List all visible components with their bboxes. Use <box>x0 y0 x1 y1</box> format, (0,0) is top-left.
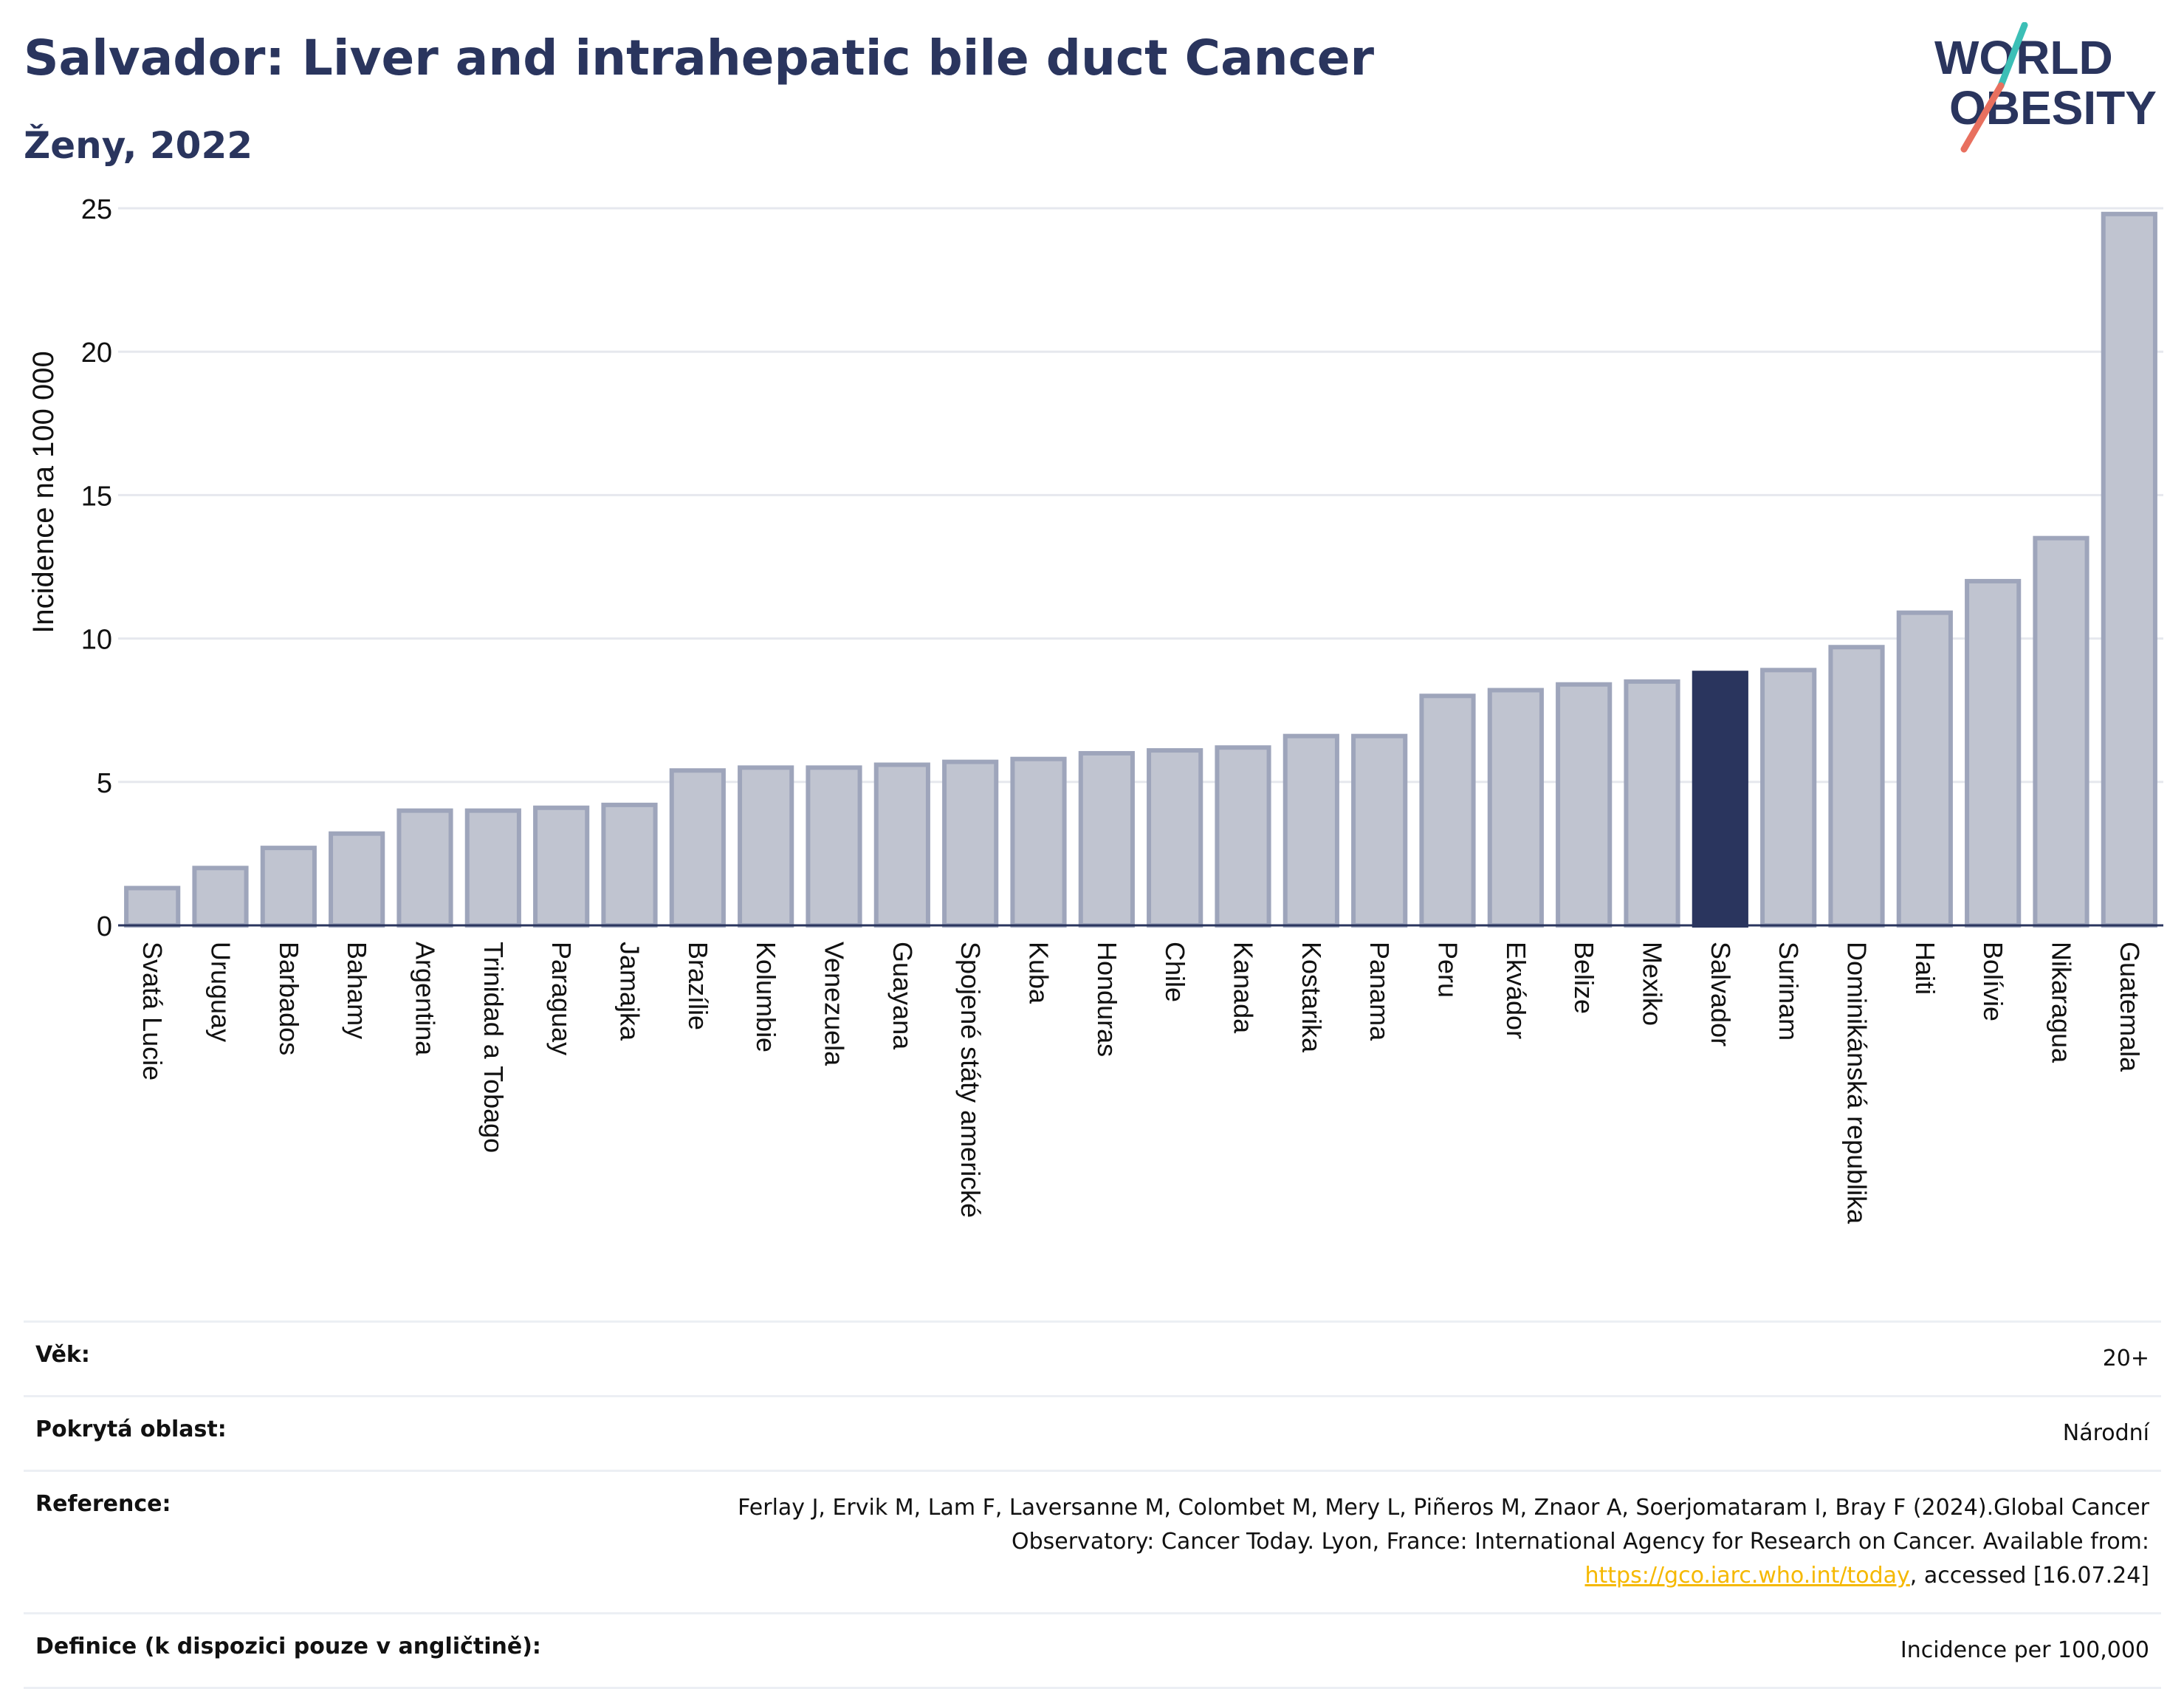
x-tick-label: Kolumbie <box>751 942 781 1052</box>
x-tick-label: Ekvádor <box>1501 942 1531 1039</box>
reference-link[interactable]: https://gco.iarc.who.int/today <box>1584 1563 1910 1589</box>
bar-dominik-nsk-republika <box>1828 645 1885 928</box>
bar-spojen-st-ty-americk- <box>942 759 999 928</box>
x-tick-label: Honduras <box>1092 942 1122 1057</box>
gridlines <box>118 207 2163 784</box>
x-tick-label: Trinidad a Tobago <box>478 942 509 1153</box>
info-row-coverage: Pokrytá oblast: Národní <box>24 1396 2161 1471</box>
info-value: Ferlay J, Ervik M, Lam F, Laversanne M, … <box>712 1471 2161 1614</box>
x-tick-label: Svatá Lucie <box>137 942 168 1080</box>
x-tick-label: Uruguay <box>206 942 236 1042</box>
x-tick-label: Mexiko <box>1638 942 1668 1026</box>
bar-barbados <box>260 846 317 928</box>
x-tick-label: Salvador <box>1706 942 1736 1046</box>
x-tick-label: Brazílie <box>683 942 713 1030</box>
reference-text: Ferlay J, Ervik M, Lam F, Laversanne M, … <box>738 1495 2149 1555</box>
y-tick-label: 5 <box>97 768 112 799</box>
y-tick-label: 25 <box>81 194 112 225</box>
x-tick-label: Panama <box>1364 942 1395 1041</box>
bar-bahamy <box>329 831 385 928</box>
info-row-age: Věk: 20+ <box>24 1321 2161 1397</box>
bar-kostarika <box>1282 733 1339 928</box>
info-table: Věk: 20+ Pokrytá oblast: Národní Referen… <box>24 1320 2161 1689</box>
x-tick-label: Argentina <box>411 942 441 1056</box>
x-tick-label: Guatemala <box>2115 942 2145 1072</box>
info-label: Reference: <box>35 1491 171 1517</box>
bar-kanada <box>1215 745 1271 928</box>
info-label: Definice (k dispozici pouze v angličtině… <box>35 1634 541 1659</box>
x-tick-label: Nikaragua <box>2047 942 2077 1063</box>
info-label: Pokrytá oblast: <box>35 1416 227 1442</box>
bar-honduras <box>1078 750 1135 928</box>
x-tick-label: Haiti <box>1910 942 1940 995</box>
x-tick-label: Bahamy <box>342 942 372 1039</box>
bar-chile <box>1147 748 1203 928</box>
bar-panama <box>1351 733 1408 928</box>
bar-venezuela <box>806 765 862 928</box>
y-tick-label: 15 <box>81 481 112 512</box>
x-tick-label: Spojené státy americké <box>955 942 986 1218</box>
logo-word-1: WORLD <box>1934 31 2113 84</box>
x-tick-label: Kanada <box>1229 942 1259 1034</box>
bar-svat-lucie <box>124 885 181 928</box>
bar-salvador <box>1692 671 1748 928</box>
x-tick-label: Kuba <box>1024 942 1054 1004</box>
bar-uruguay <box>192 866 249 928</box>
bar-paraguay <box>533 805 590 928</box>
bar-surinam <box>1760 668 1817 928</box>
x-tick-label: Venezuela <box>820 942 850 1066</box>
chart-title: Salvador: Liver and intrahepatic bile du… <box>24 30 1375 86</box>
info-row-reference: Reference: Ferlay J, Ervik M, Lam F, Lav… <box>24 1470 2161 1614</box>
bar-kuba <box>1010 756 1067 928</box>
x-tick-label: Belize <box>1569 942 1599 1014</box>
x-tick-label: Dominikánská republika <box>1842 942 1872 1224</box>
y-axis-label: Incidence na 100 000 <box>27 351 60 634</box>
bar-belize <box>1556 682 1613 928</box>
x-tick-label: Peru <box>1433 942 1463 998</box>
x-tick-label: Surinam <box>1773 942 1804 1041</box>
bar-jamajka <box>601 802 658 928</box>
bar-chart: 0 5 10 15 20 25 Svatá Lucie Uruguay Barbados Bah… <box>27 194 2163 1224</box>
y-tick-label: 10 <box>81 625 112 656</box>
bar-braz-lie <box>669 768 726 928</box>
bar-kolumbie <box>738 765 794 928</box>
x-tick-label: Jamajka <box>615 942 645 1041</box>
bar-nikaragua <box>2033 535 2089 928</box>
bar-haiti <box>1896 610 1953 928</box>
world-obesity-logo: WORLD OBESITY <box>1934 22 2157 153</box>
logo-slash-top <box>1997 22 2028 89</box>
bars <box>124 211 2157 928</box>
bar-trinidad-a-tobago <box>464 808 521 928</box>
bar-ekv-dor <box>1487 688 1544 928</box>
bar-argentina <box>396 808 453 928</box>
bar-mexiko <box>1624 679 1680 928</box>
y-tick-label: 20 <box>81 338 112 369</box>
logo-word-2: OBESITY <box>1949 81 2157 134</box>
y-tick-labels: 0 5 10 15 20 25 <box>81 194 112 942</box>
x-tick-label: Paraguay <box>546 942 577 1055</box>
x-tick-label: Bolívie <box>1978 942 2008 1021</box>
bar-peru <box>1419 693 1476 928</box>
chart-subtitle: Ženy, 2022 <box>24 124 253 167</box>
x-tick-label: Kostarika <box>1297 942 1327 1053</box>
bar-guayana <box>873 762 930 928</box>
x-tick-label: Chile <box>1160 942 1190 1002</box>
info-value: Národní <box>2062 1420 2149 1446</box>
x-tick-label: Barbados <box>274 942 304 1055</box>
bar-bol-vie <box>1965 578 2022 928</box>
reference-accessed: , accessed [16.07.24] <box>1909 1563 2149 1589</box>
info-value: Incidence per 100,000 <box>1900 1637 2149 1663</box>
bar-guatemala <box>2101 211 2157 928</box>
info-row-definition: Definice (k dispozici pouze v angličtině… <box>24 1613 2161 1688</box>
logo-slash-bottom <box>1960 82 2005 153</box>
x-tick-labels: Svatá Lucie Uruguay Barbados Bahamy Argentin… <box>137 942 2145 1224</box>
info-value: 20+ <box>2102 1346 2149 1371</box>
y-tick-label: 0 <box>97 911 112 942</box>
info-label: Věk: <box>35 1342 90 1368</box>
x-tick-label: Guayana <box>887 942 918 1050</box>
